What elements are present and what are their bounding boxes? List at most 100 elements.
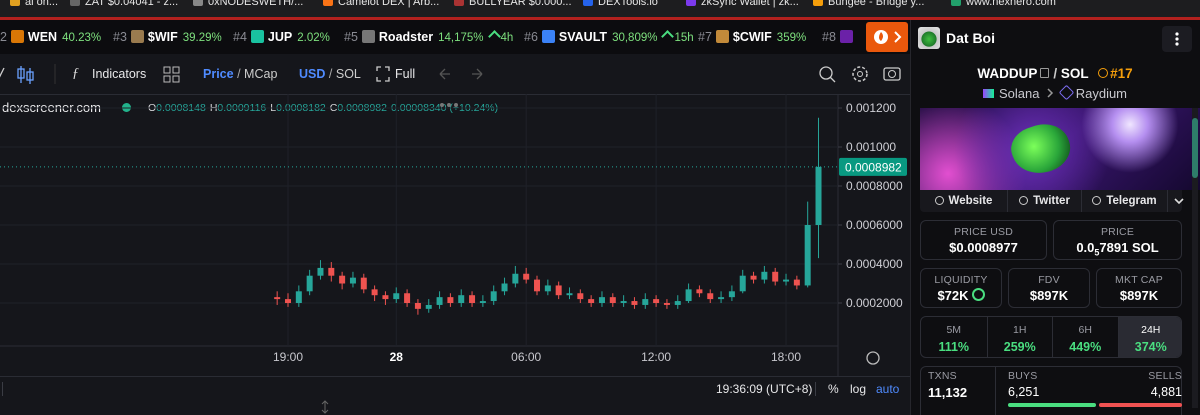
candle-body [566,293,573,296]
lock-icon [971,288,985,301]
ticker-rank: #5 [344,30,358,44]
sol-option[interactable]: SOL [335,67,361,81]
toggle-separator: / [237,67,241,81]
bookmark-title: BULLYEAR $0.000... [469,0,572,8]
dots-icon[interactable] [438,100,462,110]
chart-tools[interactable] [816,54,906,94]
candle-body [447,297,454,303]
candle-body [609,297,616,303]
ticker-item[interactable]: #3 $WIF 39.29% [113,20,222,54]
auto-button[interactable]: auto [876,382,900,396]
boost-button[interactable] [866,22,908,52]
undo-redo[interactable] [436,54,496,94]
resize-handle[interactable] [319,400,331,414]
ticker-item[interactable]: #7 $CWIF 359% [698,20,806,54]
chart-type-icons[interactable] [0,54,60,94]
fullscreen-icon[interactable] [376,54,390,94]
candle-body [750,275,757,280]
candle-body [490,291,497,302]
candle-body [295,291,302,303]
bookmark[interactable]: zkSync Wallet | zk... [686,0,799,8]
timeframe-label: 6H [1078,324,1092,336]
candle-body [479,301,486,303]
price-usd-box: PRICE USD $0.0008977 [920,220,1047,260]
bookmark-title: www.nexnero.com [966,0,1056,8]
full-button[interactable]: Full [395,67,416,81]
ticker-icon [541,30,555,43]
pair-title: WADDUP / SOL #17 [910,66,1200,81]
timeframe-tab[interactable]: 5M 111% [921,317,987,357]
links-row: Website Twitter Telegram [920,190,1184,212]
layout-icon[interactable] [162,54,182,94]
timeframe-tab[interactable]: 24H 374% [1117,317,1181,357]
stat-label: FDV [1038,274,1060,286]
currency-toggle[interactable]: USD / SOL [299,54,361,94]
percent-button[interactable]: % [828,382,839,396]
link-icon [934,196,944,205]
y-tick-label: 0.0004000 [846,257,903,271]
price-option[interactable]: Price [203,67,234,81]
menu-button[interactable] [1162,26,1192,52]
stat-value: 0.057891 SOL [1054,240,1181,258]
link-button[interactable]: Website [920,190,1008,212]
x-tick-label: 12:00 [641,350,671,364]
bookmark-icon [583,0,593,6]
bookmark[interactable]: ai on... [10,0,58,8]
mkt-cap-box: MKT CAP $897K [1096,268,1182,308]
bookmark[interactable]: BULLYEAR $0.000... [454,0,572,8]
mcap-option[interactable]: MCap [244,67,278,81]
sell-bar [1099,403,1182,407]
candle-body [642,299,649,305]
link-button[interactable]: Twitter [1008,190,1082,212]
bookmark[interactable]: Camelot DEX | Arb... [323,0,439,8]
legend-more[interactable] [438,100,462,113]
bookmark[interactable]: 0xNODESWETH/... [193,0,303,8]
ticker-rank: #3 [113,30,127,44]
bookmark-title: ai on... [25,0,59,8]
ticker-item[interactable]: #2 WEN 40.23% [0,20,101,54]
bookmark[interactable]: DEXTools.io [583,0,658,8]
indicators-button[interactable]: Indicators [92,67,147,81]
link-button[interactable]: Telegram [1082,190,1168,212]
chart-panel [0,54,910,415]
price-mode-toggle[interactable]: Price / MCap [203,54,277,94]
bookmark[interactable]: www.nexnero.com [951,0,1056,8]
bookmark[interactable]: Bungee - Bridge y... [813,0,924,8]
log-button[interactable]: log [850,382,867,396]
ticker-item[interactable]: #5 Roadster 14,175% 4h [344,20,513,54]
more-links[interactable] [1168,190,1184,212]
ticker-item[interactable]: #6 SVAULT 30,809% 15h [524,20,694,54]
bookmark-icon [323,0,333,6]
fx-icon[interactable]: ƒ [72,66,79,81]
candle-body [393,293,400,300]
ticker-item[interactable]: #8 [822,20,857,54]
ticker-item[interactable]: #4 JUP 2.02% [233,20,330,54]
raydium-icon [1058,84,1074,101]
ticker-rank: #2 [0,30,7,44]
liquidity-box: LIQUIDITY $72K [920,268,1002,308]
stat-label: PRICE [1100,226,1135,238]
usd-option[interactable]: USD [299,67,326,81]
candle-body [728,291,735,298]
bookmark-title: zkSync Wallet | zk... [701,0,799,8]
candle-body [458,295,465,303]
bookmark[interactable]: ZAT $0.04041 - z... [70,0,178,8]
y-tick-label: 0.001200 [846,101,896,115]
copy-icon[interactable] [1040,68,1050,78]
ticker-change: 30,809% [612,32,658,44]
stat-label: PRICE USD [954,226,1013,238]
timeframe-tab[interactable]: 1H 259% [986,317,1053,357]
buys-label: BUYS [1008,370,1038,382]
buys-value: 6,251 [1008,385,1040,399]
candle-body [653,299,660,303]
timeframe-tab[interactable]: 6H 449% [1052,317,1118,357]
bookmark-title: ZAT $0.04041 - z... [85,0,179,8]
ticker-change: 39.29% [182,32,222,44]
y-tick-label: 0.001000 [846,140,896,154]
status-bar: 19:36:09 (UTC+8) % log auto [0,376,910,401]
timeframe-change: 111% [938,340,970,354]
candle-body [739,275,746,292]
x-tick-label: 18:00 [771,350,801,364]
candle-body [371,289,378,296]
axis-settings[interactable] [866,351,880,365]
